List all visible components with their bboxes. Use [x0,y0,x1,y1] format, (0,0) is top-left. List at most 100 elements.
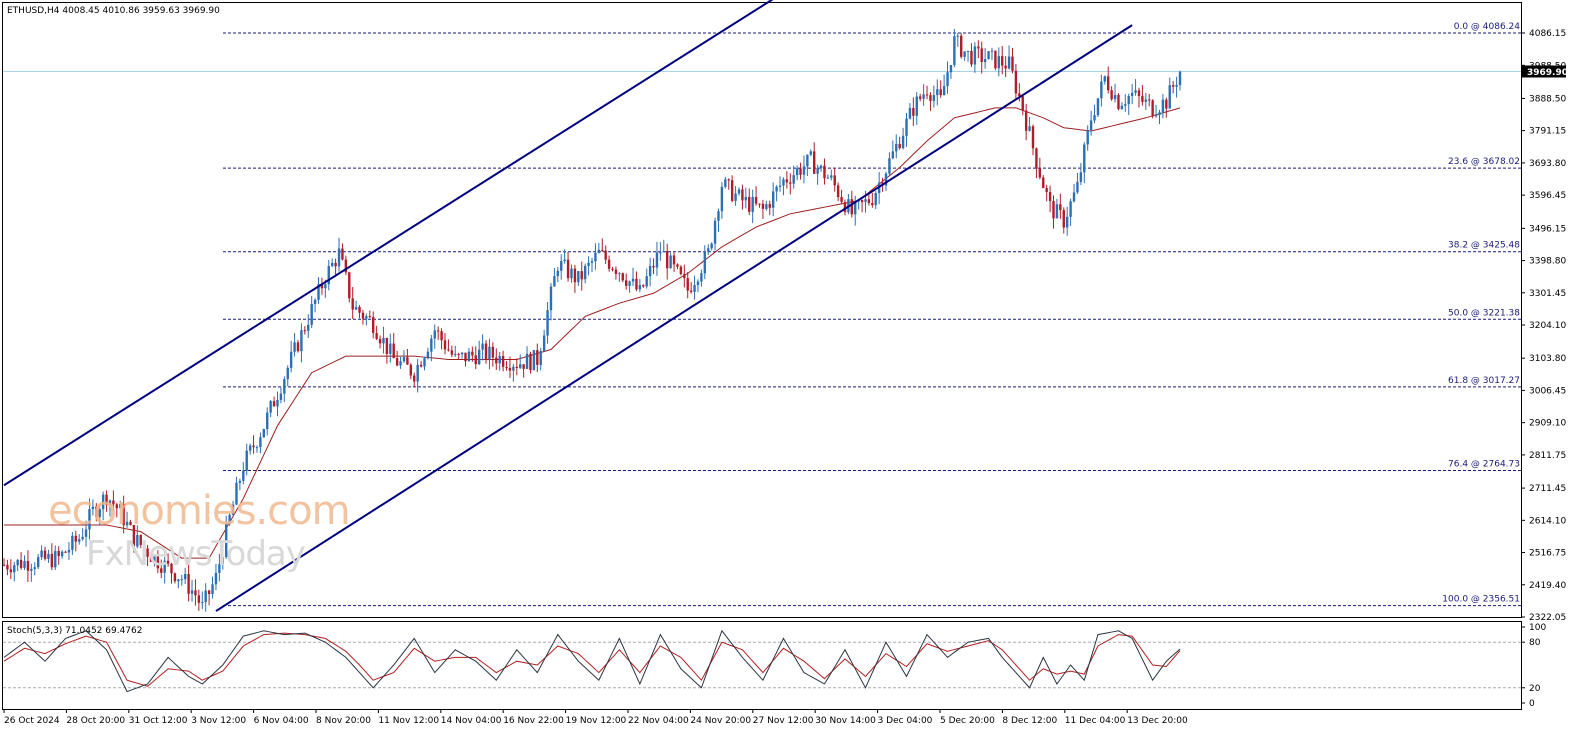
channel-lines [3,0,1133,612]
x-tick-label: 11 Dec 04:00 [1065,716,1126,726]
candle-body [1079,172,1083,182]
y-tick-label: 3006.45 [1529,386,1566,396]
candle-body [573,268,577,283]
x-tick-label: 19 Nov 12:00 [566,716,627,726]
candle-body [430,338,433,352]
stoch-tick-label: 0 [1529,699,1535,709]
candle-body [607,259,611,269]
candle-body [953,36,956,66]
channel-lower-line [215,24,1133,612]
stoch-tick-label: 20 [1529,684,1541,694]
y-tick-label: 3103.80 [1529,354,1566,364]
candle-body [802,166,806,175]
y-tick-label: 3596.45 [1529,191,1566,201]
candle-body [204,590,207,603]
y-tick-label: 3693.80 [1529,159,1566,169]
candle-body [330,262,334,267]
y-tick-label: 2419.40 [1529,581,1566,591]
candle-body [1048,192,1052,202]
candle-body [720,186,724,212]
x-tick-label: 8 Dec 12:00 [1002,716,1057,726]
candle-body [891,151,895,159]
candle-body [409,364,413,376]
candle-body [378,338,382,344]
candle-body [949,65,953,73]
candle-body [252,445,255,448]
candle-body [679,266,683,275]
candle-body [542,335,546,352]
candle-body [1120,105,1124,110]
candle-body [16,559,19,566]
candle-body [717,211,720,221]
y-tick-label: 3398.80 [1529,257,1566,267]
candle-body [659,252,662,254]
candle-body [707,248,710,252]
candle-body [813,151,816,174]
candle-body [1045,188,1048,193]
candle-body [467,351,471,362]
candle-body [47,553,50,559]
candle-body [1100,81,1103,99]
candle-body [628,281,631,286]
candle-body [1124,104,1127,106]
candle-body [50,553,54,568]
stoch-tick-label: 80 [1529,638,1541,648]
candle-body [1018,93,1021,97]
fib-label: 0.0 @ 4086.24 [1454,22,1521,32]
candle-body [1110,90,1113,100]
candle-body [146,548,149,557]
candle-body [597,249,601,253]
time-axis[interactable]: 26 Oct 2024 28 Oct 20:00 31 Oct 12:00 3 Nov… [3,709,1188,726]
price-axis[interactable]: 4086.153988.503888.503791.153693.803596.… [1521,29,1568,623]
candle-body [279,393,283,400]
candle-body [183,574,187,580]
candle-body [888,158,891,174]
x-tick-label: 3 Dec 04:00 [878,716,933,726]
candle-body [782,179,785,186]
candle-body [389,343,392,354]
stochastic-oscillator: 100 80 20 0 [3,623,1546,709]
candle-body [601,249,604,251]
candle-body [187,574,190,594]
candle-body [1137,90,1141,97]
candle-body [577,271,580,283]
candle-body [218,564,221,573]
candle-body [255,447,259,449]
candle-body [166,560,170,564]
x-tick-label: 3 Nov 12:00 [191,716,246,726]
candle-body [587,262,590,267]
candle-body [864,199,867,203]
candle-body [977,46,980,49]
candle-body [936,89,939,96]
candle-body [74,535,77,542]
candles [2,28,1182,612]
fib-label: 50.0 @ 3221.38 [1448,308,1520,318]
candle-body [262,429,266,438]
candle-body [512,366,515,371]
x-tick-label: 28 Oct 20:00 [66,716,125,726]
candle-body [778,185,782,187]
x-tick-label: 27 Nov 12:00 [753,716,814,726]
stoch-pane-frame [2,621,1522,710]
candle-body [970,50,973,65]
candle-body [1014,70,1018,94]
candle-body [211,584,214,595]
candle-body [642,285,645,287]
candle-body [806,154,809,167]
candle-body [139,534,142,545]
candle-body [1007,56,1011,69]
candle-body [365,316,368,319]
x-tick-label: 30 Nov 14:00 [815,716,876,726]
candle-body [1069,201,1072,217]
candle-body [54,550,57,568]
candle-body [464,352,467,362]
candle-body [477,349,481,365]
candle-body [481,343,484,350]
candle-body [990,50,994,52]
candle-body [983,59,987,63]
candle-body [1161,99,1165,113]
candle-body [819,165,823,169]
candle-body [997,56,1001,69]
